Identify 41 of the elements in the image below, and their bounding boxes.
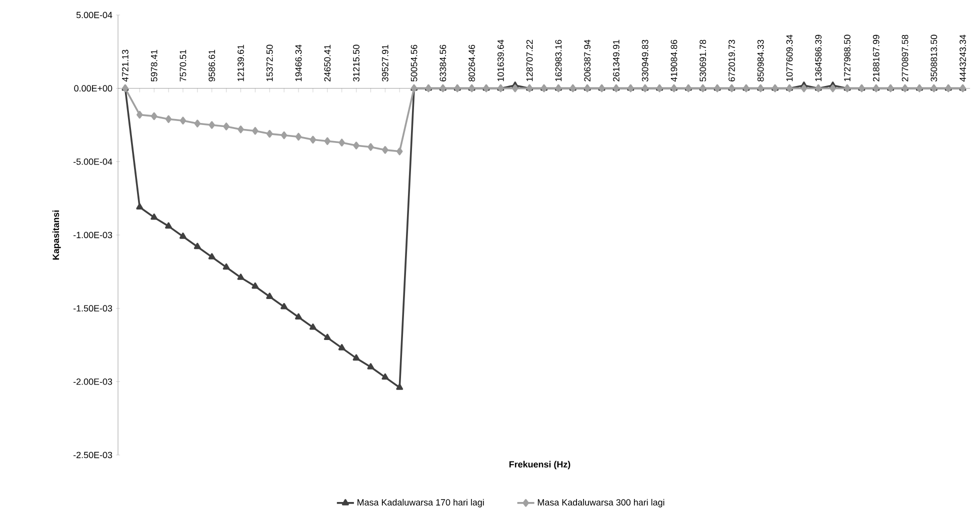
x-tick-label: 128707.22: [526, 40, 533, 82]
y-tick-label: -5.00E-04: [74, 158, 112, 165]
y-tick-label: -2.50E-03: [74, 452, 112, 458]
x-tick-label: 9586.61: [208, 50, 216, 82]
x-tick-label: 39527.91: [382, 44, 388, 82]
x-tick-label: 330949.83: [642, 40, 648, 82]
y-tick-label: 0.00E+00: [74, 85, 112, 92]
x-tick-label: 80264.46: [468, 44, 475, 82]
x-tick-label: 2188167.99: [872, 34, 880, 82]
x-tick-label: 5978.41: [150, 50, 158, 82]
x-tick-label: 4721.13: [122, 50, 128, 82]
x-tick-label: 19466.34: [295, 44, 302, 82]
y-tick-label: -2.00E-03: [74, 378, 112, 385]
y-tick-label: 5.00E-04: [76, 12, 112, 18]
legend-label: Masa Kadaluwarsa 300 hari lagi: [538, 498, 664, 508]
x-tick-label: 1727988.50: [844, 34, 850, 82]
x-tick-label: 12139.61: [238, 44, 244, 82]
x-tick-label: 3508813.50: [930, 34, 938, 82]
x-tick-label: 1077609.34: [786, 34, 793, 82]
x-tick-label: 4443243.34: [960, 34, 966, 82]
x-tick-label: 1364586.39: [815, 34, 822, 82]
y-axis-title: Kapasitansi: [52, 210, 61, 260]
x-tick-label: 206387.94: [584, 40, 591, 82]
legend-label: Masa Kadaluwarsa 170 hari lagi: [358, 498, 484, 508]
x-tick-label: 31215.50: [353, 44, 360, 82]
x-axis-title: Frekuensi (Hz): [509, 460, 570, 470]
x-tick-label: 850984.33: [757, 40, 764, 82]
x-tick-label: 24650.41: [324, 44, 331, 82]
x-tick-label: 419084.86: [670, 40, 678, 82]
x-tick-label: 63384.56: [440, 44, 446, 82]
x-tick-label: 162983.16: [555, 40, 562, 82]
x-tick-label: 2770897.58: [902, 34, 908, 82]
x-tick-label: 15372.50: [266, 44, 273, 82]
x-tick-label: 261349.91: [613, 40, 620, 82]
x-tick-label: 7570.51: [180, 50, 186, 82]
y-tick-label: -1.50E-03: [74, 305, 112, 312]
x-tick-label: 101639.64: [498, 40, 504, 82]
y-tick-label: -1.00E-03: [74, 232, 112, 238]
x-tick-label: 50054.56: [410, 44, 418, 82]
x-tick-label: 672019.73: [728, 40, 735, 82]
x-tick-label: 530691.78: [700, 40, 706, 82]
